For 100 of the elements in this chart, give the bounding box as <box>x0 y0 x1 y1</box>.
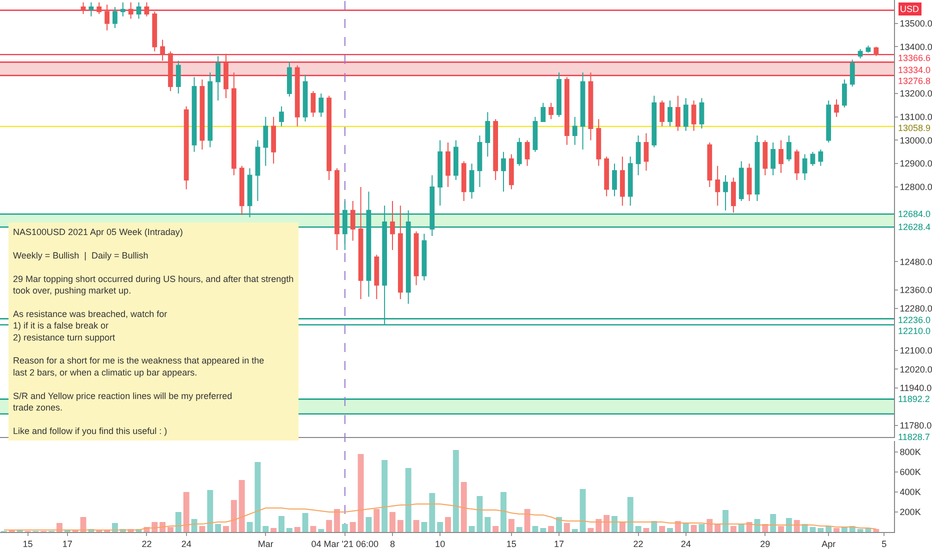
candlestick <box>683 98 688 132</box>
y-tick-label: 12800.0 <box>900 182 932 192</box>
candlestick <box>208 72 213 148</box>
candlestick <box>612 163 617 197</box>
candlestick <box>88 2 94 17</box>
candlestick <box>738 160 744 202</box>
bar <box>627 497 634 532</box>
candlestick <box>374 254 380 300</box>
x-tick-label: 24 <box>181 538 192 549</box>
candlestick <box>286 61 292 98</box>
bar <box>460 482 467 532</box>
bar <box>350 522 356 532</box>
bar <box>524 509 530 532</box>
candlestick <box>128 2 134 20</box>
bar <box>326 520 332 532</box>
x-tick-label: 29 <box>760 538 770 549</box>
bar <box>841 527 848 532</box>
bar <box>643 528 650 532</box>
candlestick <box>524 140 530 166</box>
candlestick <box>675 95 680 132</box>
bar <box>342 524 348 532</box>
candlestick <box>636 135 641 176</box>
bar <box>405 468 412 532</box>
y-tick-label: 12360.0 <box>900 284 932 295</box>
bar <box>452 450 459 532</box>
candlestick <box>730 177 736 214</box>
bar <box>722 510 728 532</box>
y-tick-label: 12280.0 <box>900 304 932 314</box>
bar <box>270 528 277 532</box>
bar <box>437 522 444 532</box>
bar <box>262 526 269 532</box>
y-tick-label: 13100.0 <box>900 112 932 122</box>
candlestick <box>866 45 871 54</box>
candlestick <box>754 135 760 202</box>
candlestick <box>310 90 316 118</box>
x-tick-label: 5 <box>882 538 887 549</box>
bar <box>596 519 602 532</box>
bar <box>508 519 514 532</box>
y-tick-label: 600K <box>900 467 921 478</box>
bar <box>706 519 713 532</box>
y-tick-label: 11940.0 <box>900 383 932 394</box>
candlestick <box>80 2 86 15</box>
x-tick-label: 15 <box>22 538 33 549</box>
candlestick <box>699 98 704 130</box>
bar <box>572 529 578 532</box>
bar <box>445 517 451 532</box>
candlestick <box>620 156 625 206</box>
candlestick <box>342 200 348 251</box>
bar <box>786 518 792 532</box>
bar <box>374 509 380 532</box>
bar <box>778 526 784 532</box>
y-tick-label: 12900.0 <box>900 158 932 169</box>
bar <box>382 460 388 532</box>
candlestick <box>231 72 236 176</box>
bar <box>738 524 744 532</box>
bar <box>413 520 420 532</box>
x-tick-label: 24 <box>680 538 691 549</box>
bar <box>246 522 253 532</box>
x-tick-label: 17 <box>62 538 72 549</box>
candlestick <box>858 48 863 59</box>
candlestick <box>604 156 610 197</box>
bar <box>826 526 832 532</box>
ref-line-label: 12210.0 <box>898 326 931 336</box>
bar <box>215 524 222 532</box>
candlestick <box>430 174 435 237</box>
text: NAS100USD 2021 Apr 05 Week (Intraday) Weekly = Bullish | Daily = Bullish 29 Mar topping short occurred during US hours, and after that strength took over, pushing market up. As resistance was breached, watch for 1) if it is a false break or 2) resistance turn support Reason for a short for me is the weakness that appeared in the last 2 bars, or when a climatic up bar appears. S/R and Yellow price reaction lines will be my preferred trade zones. Like and follow if you find this useful : ) <box>13 227 294 436</box>
candlestick <box>762 140 768 176</box>
ref-line-label: 11892.2 <box>898 394 930 404</box>
candlestick <box>548 102 554 120</box>
candlestick <box>271 116 276 164</box>
candlestick <box>842 78 847 108</box>
candlestick <box>810 151 816 166</box>
candlestick <box>446 142 450 188</box>
bar <box>230 500 237 532</box>
bar <box>619 522 626 532</box>
bar <box>318 529 324 532</box>
candlestick <box>160 39 165 62</box>
candlestick <box>247 168 252 218</box>
candlestick <box>786 135 792 162</box>
candlestick <box>358 186 364 300</box>
bar <box>358 454 364 532</box>
y-tick-label: 13400.0 <box>900 42 932 52</box>
candlestick <box>302 74 308 122</box>
bar <box>366 517 372 532</box>
candlestick <box>326 95 332 180</box>
bar <box>604 515 610 532</box>
bar <box>810 527 816 532</box>
y-tick-label: 400K <box>900 487 921 498</box>
bar <box>651 521 658 532</box>
candlestick <box>874 46 879 57</box>
bar <box>168 527 174 532</box>
ref-line-label: 12628.4 <box>898 222 931 232</box>
candlestick <box>192 76 197 152</box>
candlestick <box>168 50 173 92</box>
bar <box>834 528 840 532</box>
candlestick <box>850 59 855 87</box>
candlestick <box>366 191 372 298</box>
bar <box>548 526 554 532</box>
candlestick <box>818 149 824 166</box>
y-tick-label: 13500.0 <box>900 18 932 29</box>
